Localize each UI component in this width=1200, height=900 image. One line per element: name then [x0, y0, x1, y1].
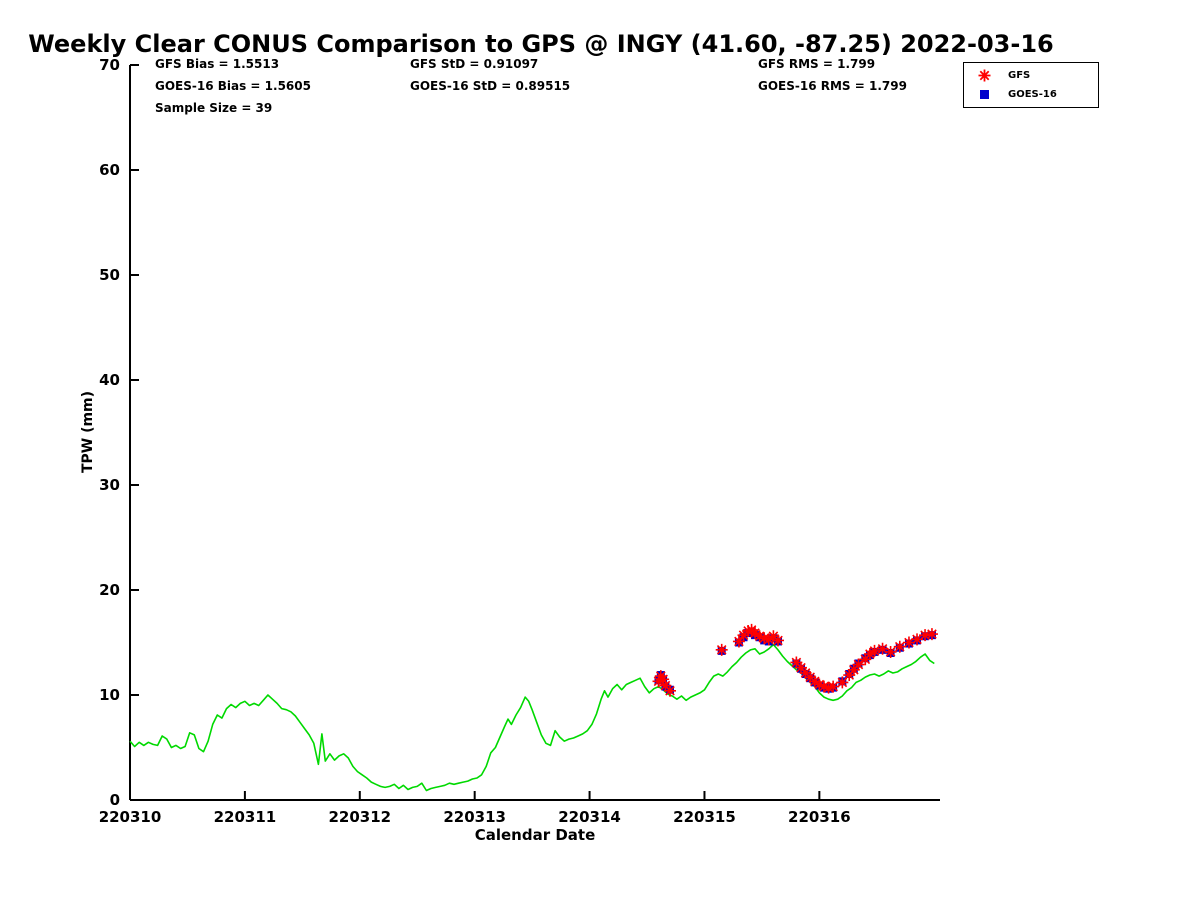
gfs-marker [859, 653, 872, 666]
stat-sample-size: Sample Size = 39 [155, 101, 273, 115]
x-tick-label: 220315 [673, 808, 736, 826]
gfs-marker [794, 661, 807, 674]
gfs-marker [852, 658, 865, 671]
gfs-marker [664, 684, 676, 697]
y-tick-label: 30 [99, 476, 120, 494]
legend-item-goes16: GOES-16 [972, 87, 1090, 102]
y-tick-label: 70 [99, 56, 120, 74]
asterisk-icon [972, 68, 996, 83]
x-axis-label: Calendar Date [474, 826, 596, 844]
gfs-marker [847, 663, 860, 676]
x-tick-label: 220314 [558, 808, 621, 826]
gfs-marker [884, 645, 897, 658]
x-tick-label: 220310 [99, 808, 162, 826]
x-tick-label: 220316 [788, 808, 851, 826]
stat-goes16-rms: GOES-16 RMS = 1.799 [758, 79, 907, 93]
gfs-marker [919, 629, 932, 642]
gfs-marker [843, 669, 856, 682]
gfs-marker [652, 675, 665, 688]
legend: GFS GOES-16 [963, 62, 1099, 108]
stat-goes16-bias: GOES-16 Bias = 1.5605 [155, 79, 311, 93]
chart-title: Weekly Clear CONUS Comparison to GPS @ I… [28, 30, 1054, 58]
y-axis-label: TPW (mm) [80, 390, 96, 474]
stat-gfs-rms: GFS RMS = 1.799 [758, 57, 876, 71]
gfs-marker [767, 630, 780, 643]
gfs-marker [749, 627, 762, 640]
gfs-marker [737, 629, 750, 642]
y-tick-label: 60 [99, 161, 120, 179]
gfs-marker [925, 628, 938, 641]
stat-gfs-bias: GFS Bias = 1.5513 [155, 57, 280, 71]
y-tick-label: 0 [110, 791, 120, 809]
legend-label-goes16: GOES-16 [1008, 89, 1057, 100]
gfs-marker [715, 643, 728, 656]
gfs-marker [817, 680, 830, 693]
gfs-marker [827, 680, 840, 693]
gfs-marker [813, 678, 826, 691]
gfs-marker [893, 640, 906, 653]
y-tick-label: 10 [99, 686, 120, 704]
gfs-marker [772, 634, 784, 647]
y-tick-label: 20 [99, 581, 120, 599]
gfs-marker [902, 636, 915, 649]
x-tick-label: 220312 [328, 808, 391, 826]
x-tick-label: 220311 [214, 808, 277, 826]
gfs-marker [804, 671, 817, 684]
legend-item-gfs: GFS [972, 68, 1090, 83]
gfs-marker [659, 679, 672, 692]
stat-gfs-std: GFS StD = 0.91097 [410, 57, 539, 71]
legend-label-gfs: GFS [1008, 70, 1031, 81]
gfs-marker [868, 644, 881, 657]
gfs-marker [758, 632, 771, 645]
square-icon [972, 89, 996, 100]
gfs-marker [808, 675, 821, 688]
gfs-marker [799, 666, 812, 679]
gfs-marker [657, 673, 670, 686]
stat-goes16-std: GOES-16 StD = 0.89515 [410, 79, 571, 93]
gfs-marker [836, 676, 849, 689]
x-tick-label: 220313 [443, 808, 506, 826]
gps-line [129, 643, 935, 792]
gfs-marker [742, 624, 755, 637]
gfs-marker [911, 633, 924, 646]
y-tick-label: 50 [99, 266, 120, 284]
gfs-marker [822, 681, 835, 694]
gfs-marker [790, 656, 803, 669]
gfs-marker [762, 633, 775, 646]
gfs-marker [876, 642, 889, 655]
gfs-marker [863, 648, 876, 661]
gfs-marker [732, 635, 745, 648]
gfs-marker [753, 630, 766, 643]
y-tick-label: 40 [99, 371, 120, 389]
